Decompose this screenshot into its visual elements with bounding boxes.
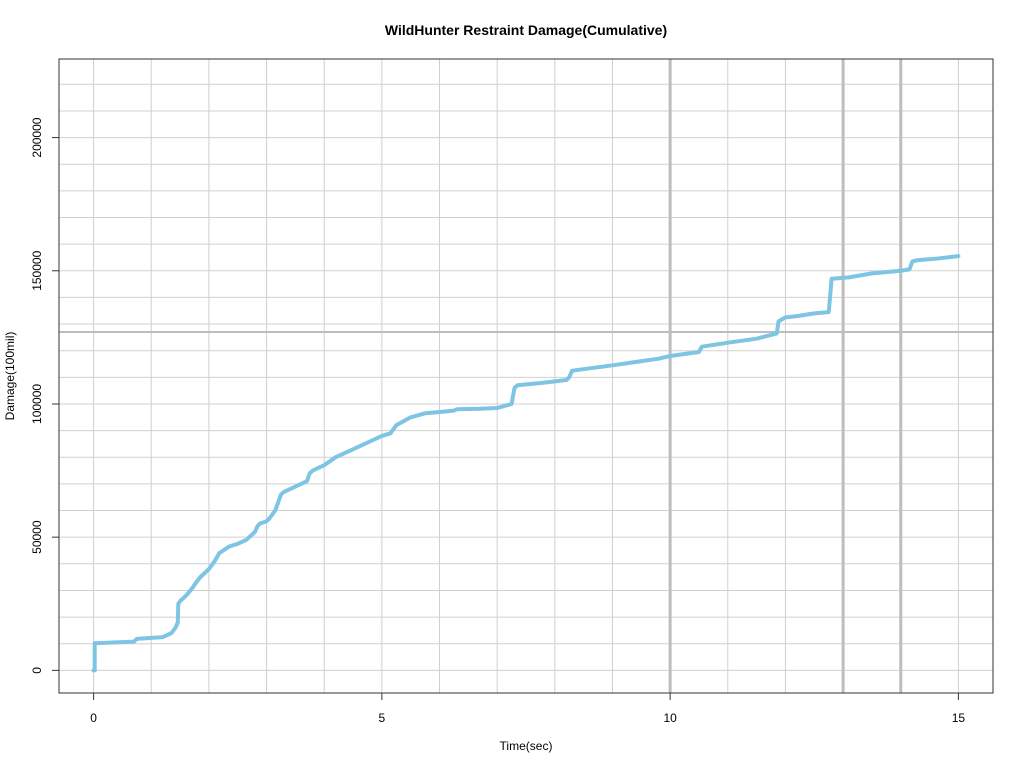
chart-title: WildHunter Restraint Damage(Cumulative)	[385, 22, 667, 38]
y-tick-label: 0	[30, 667, 44, 674]
y-axis-label: Damage(100mil)	[3, 332, 17, 421]
y-tick-label: 200000	[30, 117, 44, 157]
x-tick-label: 5	[379, 711, 386, 725]
series-layer	[91, 254, 961, 673]
series-line-0	[91, 254, 961, 673]
axes: 0 5 10 15 0 50000 100000 150000 200000	[30, 117, 965, 725]
reference-lines	[59, 59, 993, 693]
y-tick-label: 150000	[30, 250, 44, 290]
plot-frame	[58, 58, 994, 694]
y-tick-label: 50000	[30, 520, 44, 554]
x-tick-label: 0	[90, 711, 97, 725]
grid-layer	[59, 59, 993, 693]
x-tick-label: 10	[663, 711, 677, 725]
y-tick-label: 100000	[30, 384, 44, 424]
x-axis-label: Time(sec)	[500, 739, 553, 753]
x-tick-label: 15	[952, 711, 966, 725]
